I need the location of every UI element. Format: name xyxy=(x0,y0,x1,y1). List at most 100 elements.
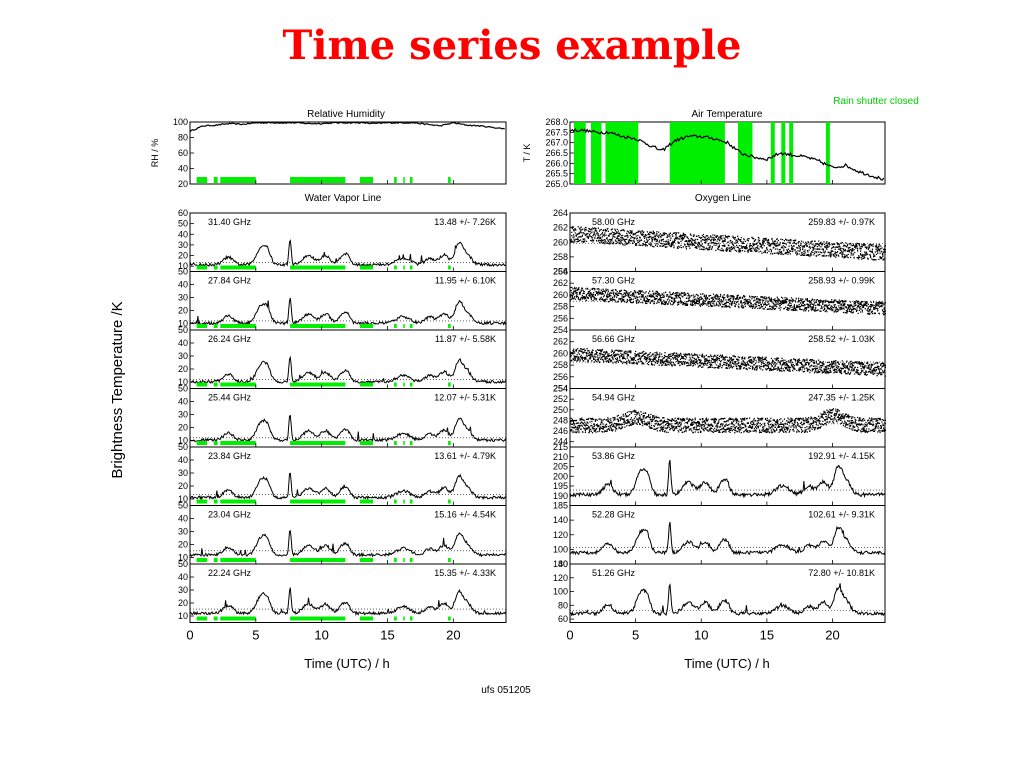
oxygen-panel-6-stats-label: 72.80 +/- 10.81K xyxy=(808,568,875,578)
water-vapor-panel-1-series-line xyxy=(189,297,507,326)
rh-panel: 20 40 60 80 100 RH / % xyxy=(150,117,507,189)
water-vapor-panel-3-ytick-label-2: 30 xyxy=(178,410,188,420)
water-vapor-panel-2-ytick-label-0: 10 xyxy=(178,377,188,387)
oxygen-panel-4-ytick-label-2: 195 xyxy=(553,481,568,491)
water-vapor-panel-0-rain-bar-0 xyxy=(196,265,208,270)
water-vapor-panel-1-rain-bar-0 xyxy=(196,324,208,328)
oxygen-panel-2-ytick-label-1: 256 xyxy=(553,372,568,382)
water-vapor-panel-5-rain-bar-2 xyxy=(220,558,256,562)
water-vapor-panel-3-rain-bar-8 xyxy=(448,441,451,445)
air-temp-ytick-label-3: 266.5 xyxy=(545,148,568,158)
water-vapor-panel-6-rain-bar-6 xyxy=(403,616,405,621)
air-temp-rain-bar-0 xyxy=(573,122,586,184)
water-vapor-panel-2-rain-bar-6 xyxy=(403,382,405,387)
x-axis-label-left: Time (UTC) / h xyxy=(304,656,389,671)
water-vapor-panel-3-ytick-label-1: 20 xyxy=(178,423,188,433)
oxygen-panel-1-stats-label: 258.93 +/- 0.99K xyxy=(808,276,875,286)
rh-ytick-label-1: 40 xyxy=(178,164,188,174)
water-vapor-panel-5-stats-label: 15.16 +/- 4.54K xyxy=(434,510,496,520)
water-vapor-panel-4-series-line xyxy=(189,472,507,501)
air-temp-ytick-label-4: 267.0 xyxy=(545,138,568,148)
air-temp-rain-bar-7 xyxy=(789,122,794,184)
rh-rain-bar-0 xyxy=(196,177,208,183)
oxygen-panel-0-frequency-label: 58.00 GHz xyxy=(592,217,636,227)
oxygen-panel-5-ytick-label-1: 100 xyxy=(553,544,568,554)
water-vapor-panel-3-stats-label: 12.07 +/- 5.31K xyxy=(434,393,496,403)
oxygen-panel-6: 60 80 100 120 140 51.26 GHz 72.80 +/- 10.81K 0 5… xyxy=(553,559,886,643)
water-vapor-panel-6-rain-bar-2 xyxy=(220,616,256,621)
water-vapor-panel-2-ytick-label-2: 30 xyxy=(178,351,188,361)
water-vapor-panel-0-frequency-label: 31.40 GHz xyxy=(208,217,252,227)
water-vapor-panel-0-rain-bar-7 xyxy=(409,265,413,270)
water-vapor-panel-4-rain-bar-6 xyxy=(403,499,405,504)
oxygen-panel-3-ytick-label-3: 250 xyxy=(553,405,568,415)
oxygen-panel-4-ytick-label-6: 215 xyxy=(553,442,568,452)
water-vapor-panel-1-ytick-label-2: 30 xyxy=(178,293,188,303)
rh-rain-bar-3 xyxy=(290,177,346,183)
water-vapor-panel-4-ytick-label-0: 10 xyxy=(178,494,188,504)
oxygen-xtick-label-2: 10 xyxy=(694,628,708,643)
relative-humidity-title: Relative Humidity xyxy=(307,109,385,120)
water-vapor-panel-2-frame xyxy=(189,329,507,389)
oxygen-panel-3-ytick-label-2: 248 xyxy=(553,415,568,425)
water-vapor-panel-1-rain-bar-7 xyxy=(409,324,413,328)
oxygen-xtick-label-4: 20 xyxy=(825,628,839,643)
water-vapor-panel-2-stats-label: 11.87 +/- 5.58K xyxy=(435,334,496,344)
oxygen-panel-0-ytick-label-2: 260 xyxy=(553,237,568,247)
water-vapor-panel-6-rain-bar-7 xyxy=(409,616,413,621)
oxygen-panel-5-series-line xyxy=(569,521,886,556)
water-vapor-panel-5-series-line xyxy=(189,530,507,558)
oxygen-panel-6-ytick-label-4: 140 xyxy=(553,559,568,569)
water-vapor-panel-2-rain-bar-7 xyxy=(409,382,413,387)
water-vapor-panel-6: 10 20 30 40 50 22.24 GHz 15.35 +/- 4.33K 0 5 10 15… xyxy=(178,559,507,643)
water-vapor-panel-2-ytick-label-4: 50 xyxy=(178,325,188,335)
water-vapor-panel-3-rain-bar-1 xyxy=(213,441,218,445)
water-vapor-panel-1-frequency-label: 27.84 GHz xyxy=(208,276,252,286)
water-vapor-panel-0-rain-bar-8 xyxy=(448,265,451,270)
water-vapor-panel-5-rain-bar-0 xyxy=(196,558,208,562)
oxygen-panel-1-ytick-label-1: 256 xyxy=(553,313,568,323)
water-vapor-panel-6-ytick-label-4: 50 xyxy=(178,559,188,569)
water-vapor-panel-0-rain-bar-2 xyxy=(220,265,256,270)
water-vapor-panel-5: 10 20 30 40 50 23.04 GHz 15.16 +/- 4.54K xyxy=(178,501,507,565)
water-vapor-xtick-label-1: 5 xyxy=(252,628,259,643)
oxygen-panel-3-ytick-label-5: 254 xyxy=(553,384,568,394)
rh-series-line xyxy=(189,121,505,133)
oxygen-panel-5-ytick-label-0: 80 xyxy=(558,559,568,569)
water-vapor-panel-1-ytick-label-0: 10 xyxy=(178,319,188,329)
water-vapor-panel-6-frequency-label: 22.24 GHz xyxy=(208,568,252,578)
air-temp-ytick-label-6: 268.0 xyxy=(545,117,568,127)
water-vapor-panel-1-rain-bar-6 xyxy=(403,324,405,328)
water-vapor-panel-4-stats-label: 13.61 +/- 4.79K xyxy=(434,451,496,461)
water-vapor-panel-5-rain-bar-7 xyxy=(409,558,413,562)
water-vapor-panel-5-ytick-label-3: 40 xyxy=(178,514,188,524)
water-vapor-panel-5-ytick-label-2: 30 xyxy=(178,527,188,537)
water-vapor-panel-3-ytick-label-3: 40 xyxy=(178,397,188,407)
water-vapor-panel-5-frequency-label: 23.04 GHz xyxy=(208,510,252,520)
air-temp-rain-bar-4 xyxy=(738,122,753,184)
oxygen-panel-2-frequency-label: 56.66 GHz xyxy=(592,334,636,344)
water-vapor-panel-6-ytick-label-2: 30 xyxy=(178,585,188,595)
oxygen-panel-6-ytick-label-2: 100 xyxy=(553,587,568,597)
water-vapor-panel-2-rain-bar-0 xyxy=(196,382,208,387)
oxygen-panel-5-frame xyxy=(569,505,886,565)
rh-ytick-label-4: 100 xyxy=(173,117,188,127)
oxygen-panel-2-stats-label: 258.52 +/- 1.03K xyxy=(808,334,875,344)
oxygen-panel-5-ytick-label-3: 140 xyxy=(553,515,568,525)
water-vapor-panel-0-rain-bar-5 xyxy=(394,265,397,270)
water-vapor-panel-3-rain-bar-0 xyxy=(196,441,208,445)
rh-rain-bar-4 xyxy=(359,177,374,183)
oxygen-panel-1-ytick-label-3: 260 xyxy=(553,290,568,300)
rh-rain-bar-8 xyxy=(448,177,451,183)
water-vapor-panel-4-rain-bar-7 xyxy=(409,499,413,504)
rh-rain-bar-7 xyxy=(409,177,413,183)
oxygen-panel-4-series-line xyxy=(569,459,886,499)
water-vapor-panel-0-rain-bar-6 xyxy=(403,265,405,270)
oxygen-panel-4-ytick-label-3: 200 xyxy=(553,471,568,481)
oxygen-panel-3-ytick-label-1: 246 xyxy=(553,426,568,436)
oxygen-panel-1-ytick-label-4: 262 xyxy=(553,278,568,288)
water-vapor-panel-1-stats-label: 11.95 +/- 6.10K xyxy=(435,276,496,286)
rh-panel-frame xyxy=(189,121,507,185)
